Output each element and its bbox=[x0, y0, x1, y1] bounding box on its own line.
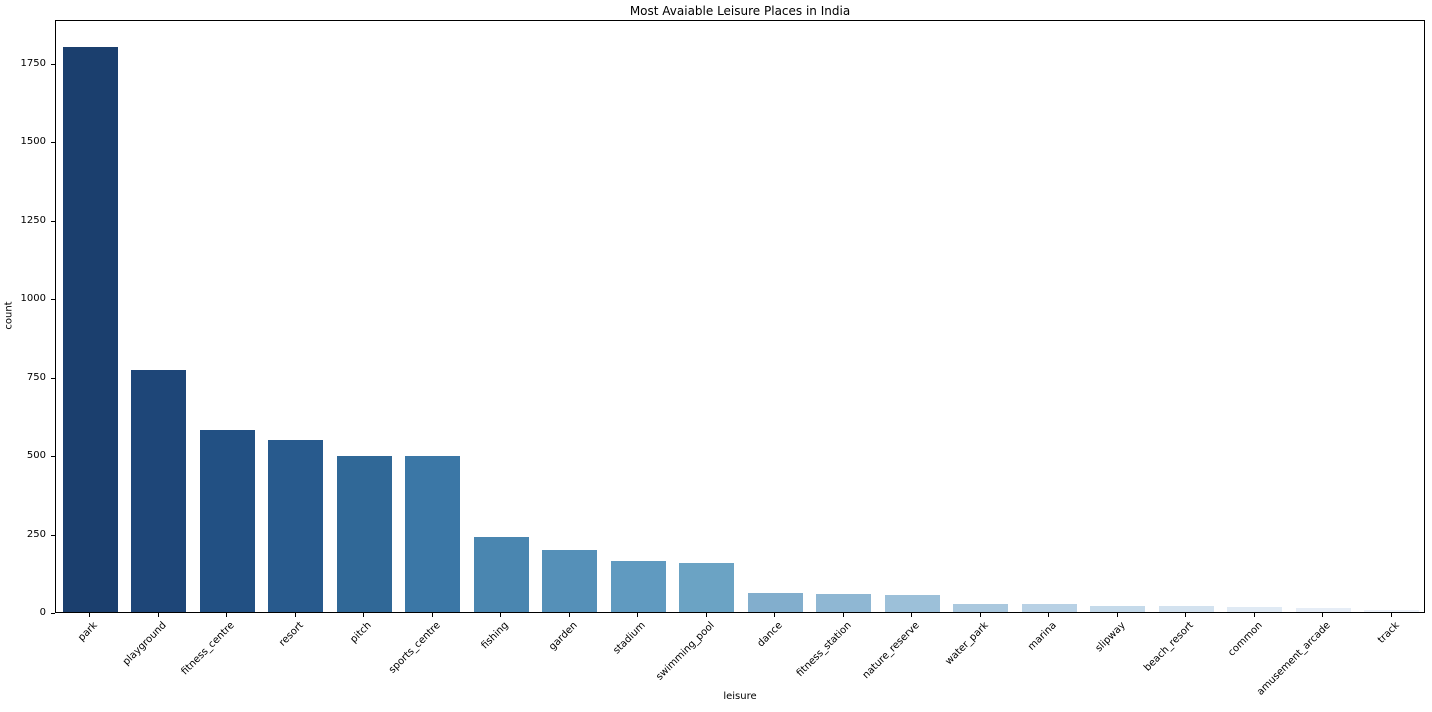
y-tick-mark bbox=[51, 456, 55, 457]
x-tick-mark bbox=[363, 613, 364, 617]
x-axis-label: leisure bbox=[723, 691, 757, 702]
bar-pitch bbox=[337, 456, 392, 612]
bar-fitness_centre bbox=[200, 430, 255, 612]
x-tick-mark bbox=[1391, 613, 1392, 617]
x-tick-mark bbox=[1322, 613, 1323, 617]
y-tick-mark bbox=[51, 221, 55, 222]
y-tick-label-750: 750 bbox=[26, 371, 46, 383]
bar-slipway bbox=[1090, 606, 1145, 612]
x-tick-mark bbox=[980, 613, 981, 617]
bar-playground bbox=[131, 370, 186, 612]
x-tick-mark bbox=[158, 613, 159, 617]
bar-garden bbox=[542, 550, 597, 612]
bar-park bbox=[63, 47, 118, 612]
y-tick-mark bbox=[51, 378, 55, 379]
bar-nature_reserve bbox=[885, 595, 940, 612]
x-tick-mark bbox=[774, 613, 775, 617]
y-tick-mark bbox=[51, 64, 55, 65]
x-tick-mark bbox=[295, 613, 296, 617]
bar-swimming_pool bbox=[679, 563, 734, 612]
x-tick-mark bbox=[1185, 613, 1186, 617]
x-tick-mark bbox=[637, 613, 638, 617]
y-tick-label-1250: 1250 bbox=[20, 214, 46, 226]
bar-fishing bbox=[474, 537, 529, 612]
y-tick-label-0: 0 bbox=[39, 607, 46, 618]
x-tick-mark bbox=[1117, 613, 1118, 617]
y-tick-label-1750: 1750 bbox=[20, 57, 46, 69]
bar-amusement_arcade bbox=[1296, 608, 1351, 612]
bar-fitness_station bbox=[816, 594, 871, 612]
plot-area bbox=[55, 20, 1425, 613]
y-tick-mark bbox=[51, 535, 55, 536]
x-tick-mark bbox=[843, 613, 844, 617]
x-tick-mark bbox=[911, 613, 912, 617]
y-tick-label-250: 250 bbox=[26, 528, 46, 540]
x-tick-mark bbox=[1254, 613, 1255, 617]
bar-marina bbox=[1022, 604, 1077, 612]
chart-title: Most Avaiable Leisure Places in India bbox=[629, 4, 851, 18]
y-tick-label-1500: 1500 bbox=[20, 136, 46, 148]
x-tick-mark bbox=[89, 613, 90, 617]
y-tick-mark bbox=[51, 142, 55, 143]
bar-track bbox=[1364, 610, 1419, 612]
y-tick-label-1000: 1000 bbox=[20, 293, 46, 305]
bar-common bbox=[1227, 607, 1282, 612]
y-tick-label-500: 500 bbox=[26, 450, 46, 462]
bar-beach_resort bbox=[1159, 606, 1214, 612]
x-tick-mark bbox=[432, 613, 433, 617]
x-tick-mark bbox=[569, 613, 570, 617]
bar-resort bbox=[268, 440, 323, 612]
bar-dance bbox=[748, 593, 803, 612]
bar-water_park bbox=[953, 604, 1008, 612]
bar-stadium bbox=[611, 561, 666, 612]
x-tick-mark bbox=[226, 613, 227, 617]
y-axis-label: count bbox=[3, 301, 15, 330]
y-tick-mark bbox=[51, 299, 55, 300]
x-tick-mark bbox=[500, 613, 501, 617]
x-tick-mark bbox=[1048, 613, 1049, 617]
y-tick-mark bbox=[51, 613, 55, 614]
x-tick-mark bbox=[706, 613, 707, 617]
bar-sports_centre bbox=[405, 456, 460, 612]
